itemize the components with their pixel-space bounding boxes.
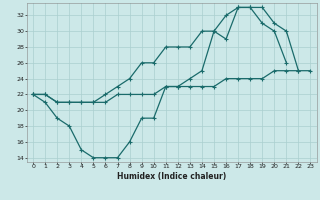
X-axis label: Humidex (Indice chaleur): Humidex (Indice chaleur) <box>117 172 227 181</box>
